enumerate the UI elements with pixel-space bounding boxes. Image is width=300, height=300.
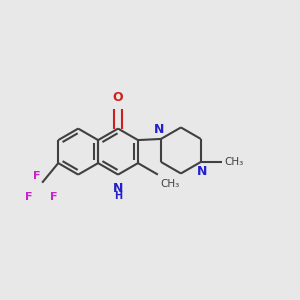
Text: N: N <box>197 164 208 178</box>
Text: N: N <box>113 182 123 195</box>
Text: F: F <box>25 192 33 202</box>
Text: F: F <box>33 171 40 181</box>
Text: N: N <box>154 123 165 136</box>
Text: CH₃: CH₃ <box>224 157 243 167</box>
Text: CH₃: CH₃ <box>160 179 180 189</box>
Text: O: O <box>113 91 123 104</box>
Text: F: F <box>50 192 58 202</box>
Text: H: H <box>114 191 122 201</box>
